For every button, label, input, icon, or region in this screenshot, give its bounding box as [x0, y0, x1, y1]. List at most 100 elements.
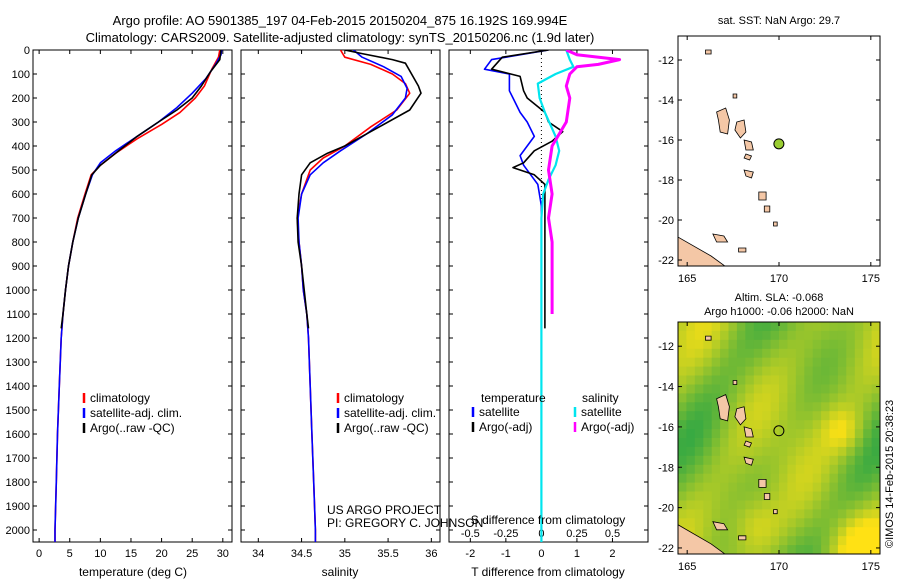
sla-cell: [846, 366, 856, 377]
salinity-frame: [240, 49, 441, 543]
sla-cell: [753, 545, 763, 554]
sla-cell: [795, 473, 805, 484]
sla-cell: [694, 509, 704, 519]
sla-cell: [736, 393, 746, 403]
sla-cell: [795, 339, 805, 350]
s-tick-label: 0.5: [605, 528, 620, 540]
sla-cell: [812, 375, 822, 385]
island: [712, 233, 729, 243]
sla-cell: [686, 500, 696, 510]
sla-cell: [745, 339, 755, 350]
sla-cell: [728, 500, 738, 510]
sla-cell: [720, 482, 730, 493]
sla-cell: [745, 518, 755, 528]
island: [743, 426, 754, 438]
depth-tick-label: 1500: [6, 405, 30, 417]
depth-tick-label: 100: [12, 69, 30, 81]
project-line-1: US ARGO PROJECT: [327, 503, 442, 517]
sla-cell: [837, 322, 847, 332]
depth-tick-label: 1700: [6, 453, 30, 465]
sla-cell: [812, 518, 822, 528]
sla-cell: [686, 384, 696, 394]
sla-cell: [863, 402, 873, 412]
sla-cell: [779, 518, 788, 528]
sla-cell: [703, 482, 713, 493]
sla-cell: [795, 402, 805, 412]
sla-cell: [720, 455, 730, 466]
sla-cell: [821, 402, 831, 412]
sst-map-bg: [678, 36, 880, 266]
sla-cell: [720, 518, 730, 528]
sla-cell: [745, 322, 755, 332]
sla-cell: [787, 473, 797, 484]
sla-cell: [854, 357, 864, 368]
sla-cell: [829, 438, 839, 448]
sla-cell: [779, 473, 788, 484]
sla-cell: [863, 500, 873, 510]
sla-argo-point: [773, 425, 785, 437]
sla-cell: [762, 464, 772, 475]
depth-tick-label: 1900: [6, 501, 30, 513]
sla-cell: [787, 420, 797, 430]
sla-cell: [779, 366, 788, 377]
sla-cell: [837, 491, 847, 501]
salinity-series: [296, 50, 422, 542]
island: [705, 49, 712, 55]
sla-cell: [829, 429, 839, 439]
sla-cell: [736, 473, 746, 484]
sla-cell: [871, 366, 880, 377]
sla-cell: [678, 375, 687, 385]
sla-cell: [728, 420, 738, 430]
sla-cell: [821, 393, 831, 403]
series-line-climatology: [296, 50, 411, 542]
x-tick-label: 36: [425, 548, 437, 560]
sla-cell: [711, 446, 721, 457]
sla-cell: [745, 536, 755, 546]
sla-cell: [762, 393, 772, 403]
sla-cell: [854, 473, 864, 484]
sla-cell: [871, 438, 880, 448]
map-x-tick-label: 165: [678, 561, 696, 573]
sla-cell: [711, 464, 721, 475]
sla-cell: [770, 384, 780, 394]
sla-cell: [863, 455, 873, 466]
sla-cell: [686, 357, 696, 368]
sla-cell: [821, 348, 831, 359]
sla-cell: [829, 375, 839, 385]
depth-tick-label: 600: [12, 189, 30, 201]
sst-map-land: [678, 49, 778, 266]
island: [758, 478, 767, 488]
sla-cell: [736, 464, 746, 475]
sla-cell: [846, 545, 856, 554]
sla-cell: [837, 509, 847, 519]
sla-cell: [812, 330, 822, 341]
sla-cell: [829, 473, 839, 484]
sla-cell: [694, 455, 704, 466]
sla-cell: [720, 348, 730, 359]
island: [705, 335, 712, 341]
x-tick-label: 30: [217, 548, 229, 560]
sla-cell: [753, 330, 763, 341]
sla-cell: [720, 473, 730, 484]
sla-cell: [694, 420, 704, 430]
depth-tick-label: 400: [12, 141, 30, 153]
sla-cell: [812, 339, 822, 350]
sla-cell: [812, 455, 822, 466]
sst-map-title: sat. SST: NaN Argo: 29.7: [718, 15, 840, 27]
sla-cell: [812, 393, 822, 403]
sla-cell: [762, 420, 772, 430]
island: [743, 139, 754, 151]
sla-cell: [871, 393, 880, 403]
sla-cell: [804, 348, 814, 359]
map-y-tick-label: -12: [658, 55, 674, 67]
sla-cell: [770, 375, 780, 385]
sla-cell: [770, 491, 780, 501]
sla-cell: [829, 339, 839, 350]
sla-cell: [804, 536, 814, 546]
sla-cell: [863, 411, 873, 421]
sla-cell: [762, 339, 772, 350]
sla-cell: [711, 509, 721, 519]
sla-cell: [728, 339, 738, 350]
sla-cell: [854, 411, 864, 421]
sla-cell: [829, 455, 839, 466]
